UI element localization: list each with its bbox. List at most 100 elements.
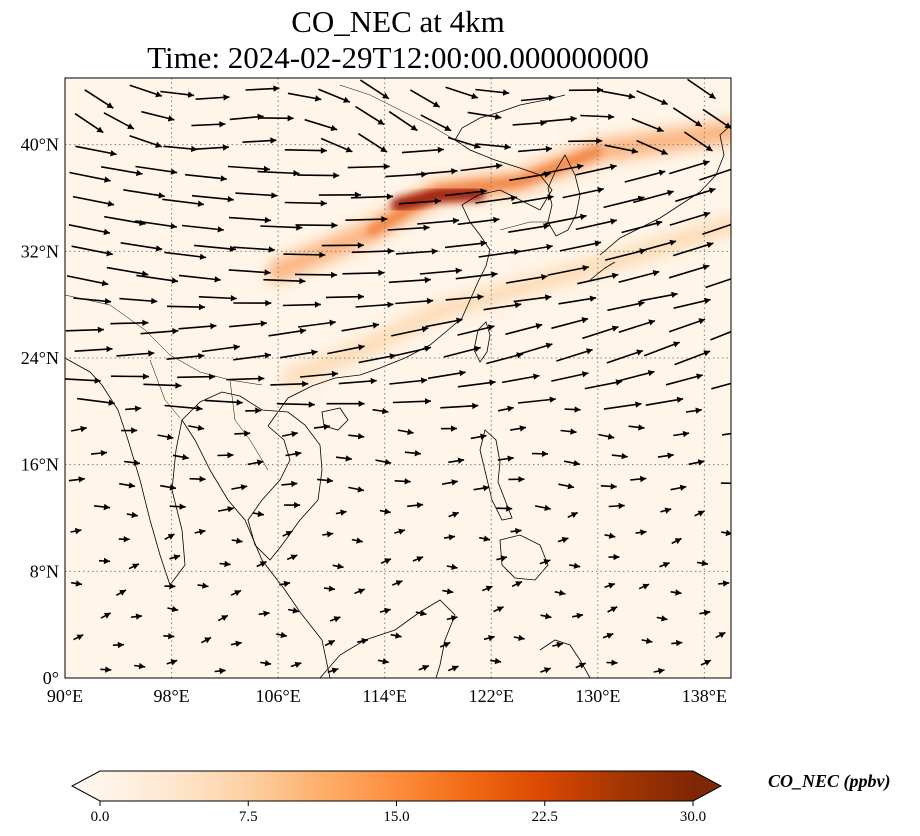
lon-tick-label: 106°E bbox=[256, 686, 301, 706]
wind-arrow bbox=[540, 667, 551, 674]
wind-arrow bbox=[297, 172, 340, 179]
wind-arrow bbox=[281, 480, 298, 488]
wind-arrow bbox=[258, 610, 270, 617]
wind-arrow bbox=[457, 379, 496, 388]
wind-arrow bbox=[70, 425, 87, 433]
wind-arrow bbox=[672, 241, 714, 257]
wind-arrow bbox=[558, 483, 575, 490]
wind-arrow bbox=[128, 563, 140, 570]
wind-arrow bbox=[341, 322, 380, 332]
coastline-borneo bbox=[319, 599, 456, 678]
colorbar-tick-label: 22.5 bbox=[532, 809, 558, 825]
wind-arrow bbox=[577, 272, 619, 285]
wind-arrow bbox=[317, 477, 334, 484]
wind-arrow bbox=[513, 634, 525, 641]
wind-arrow bbox=[323, 585, 336, 592]
wind-arrow bbox=[455, 271, 498, 280]
wind-arrow bbox=[606, 349, 644, 364]
title-line-1: CO_NEC at 4km bbox=[291, 4, 505, 39]
wind-arrow bbox=[372, 407, 389, 415]
wind-arrow bbox=[702, 223, 731, 235]
wind-arrow bbox=[569, 562, 581, 569]
wind-arrow bbox=[496, 505, 513, 512]
wind-arrow bbox=[100, 166, 143, 177]
wind-arrow bbox=[490, 657, 502, 665]
wind-arrow bbox=[164, 583, 176, 590]
wind-arrow bbox=[231, 537, 243, 544]
wind-arrow bbox=[721, 432, 731, 436]
wind-arrow bbox=[73, 633, 84, 641]
wind-arrow bbox=[395, 297, 434, 305]
wind-arrow bbox=[580, 113, 615, 120]
wind-arrow bbox=[295, 222, 338, 229]
wind-arrow bbox=[567, 511, 579, 519]
wind-arrow bbox=[355, 301, 394, 308]
colorbar-tick-label: 15.0 bbox=[383, 809, 409, 825]
wind-arrow bbox=[338, 377, 377, 385]
wind-arrow bbox=[559, 240, 602, 252]
wind-arrow bbox=[325, 293, 365, 300]
wind-arrow bbox=[512, 119, 547, 127]
wind-arrow bbox=[282, 431, 298, 438]
wind-arrow bbox=[505, 323, 543, 336]
wind-arrow bbox=[395, 248, 438, 255]
wind-arrow bbox=[359, 79, 390, 100]
wind-arrow bbox=[551, 317, 589, 330]
wind-arrow bbox=[721, 529, 731, 537]
wind-arrow bbox=[394, 528, 406, 535]
wind-arrow bbox=[388, 276, 431, 284]
wind-arrow bbox=[126, 511, 138, 519]
wind-arrow bbox=[496, 555, 508, 562]
wind-arrow bbox=[476, 143, 511, 150]
wind-arrow bbox=[718, 580, 730, 587]
wind-arrow bbox=[409, 89, 441, 108]
wind-arrow bbox=[501, 373, 540, 384]
wind-arrow bbox=[129, 135, 162, 148]
wind-arrow bbox=[294, 271, 338, 279]
wind-arrow bbox=[100, 666, 112, 673]
wind-arrow bbox=[513, 294, 552, 303]
wind-arrow bbox=[510, 425, 527, 432]
wind-arrow bbox=[447, 665, 459, 672]
wind-arrow bbox=[688, 459, 705, 466]
wind-arrow bbox=[415, 610, 427, 617]
wind-arrow bbox=[483, 301, 522, 311]
wind-arrow bbox=[194, 144, 230, 151]
wind-arrow bbox=[257, 170, 300, 177]
wind-arrow bbox=[444, 240, 487, 249]
wind-arrow bbox=[392, 398, 432, 405]
wind-arrow bbox=[286, 554, 298, 561]
wind-arrow bbox=[103, 112, 135, 130]
wind-arrow bbox=[115, 589, 127, 597]
wind-arrow bbox=[440, 425, 458, 432]
wind-arrow bbox=[510, 527, 522, 535]
wind-arrow bbox=[230, 640, 242, 647]
wind-arrow bbox=[201, 344, 240, 353]
wind-arrow bbox=[252, 510, 265, 518]
wind-arrow bbox=[136, 274, 179, 284]
wind-arrow bbox=[65, 326, 104, 333]
wind-arrow bbox=[497, 405, 514, 412]
wind-arrow bbox=[618, 319, 656, 333]
wind-arrow bbox=[167, 605, 179, 613]
wind-arrow bbox=[445, 293, 484, 301]
wind-arrow bbox=[379, 607, 391, 614]
wind-arrow bbox=[322, 531, 334, 538]
wind-arrow bbox=[427, 370, 466, 380]
wind-arrow bbox=[440, 402, 479, 410]
wind-arrow bbox=[457, 216, 500, 226]
wind-arrow bbox=[554, 589, 566, 596]
wind-arrow bbox=[669, 211, 711, 226]
wind-arrow bbox=[379, 508, 391, 515]
wind-arrow bbox=[415, 168, 458, 176]
wind-arrow bbox=[162, 198, 205, 207]
wind-arrow bbox=[233, 352, 272, 361]
wind-arrow bbox=[711, 382, 731, 390]
wind-arrow bbox=[635, 529, 647, 536]
wind-arrow bbox=[357, 133, 388, 153]
wind-arrow bbox=[94, 503, 111, 511]
wind-arrow bbox=[65, 377, 101, 384]
map-frame bbox=[64, 77, 732, 679]
lon-tick-label: 98°E bbox=[153, 686, 189, 706]
